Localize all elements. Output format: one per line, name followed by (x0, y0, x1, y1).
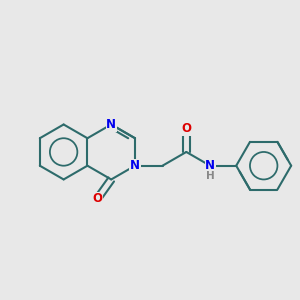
Text: N: N (130, 159, 140, 172)
Text: O: O (92, 192, 103, 205)
Text: N: N (106, 118, 116, 131)
Text: H: H (206, 170, 214, 181)
Text: O: O (181, 122, 191, 135)
Text: N: N (205, 159, 215, 172)
